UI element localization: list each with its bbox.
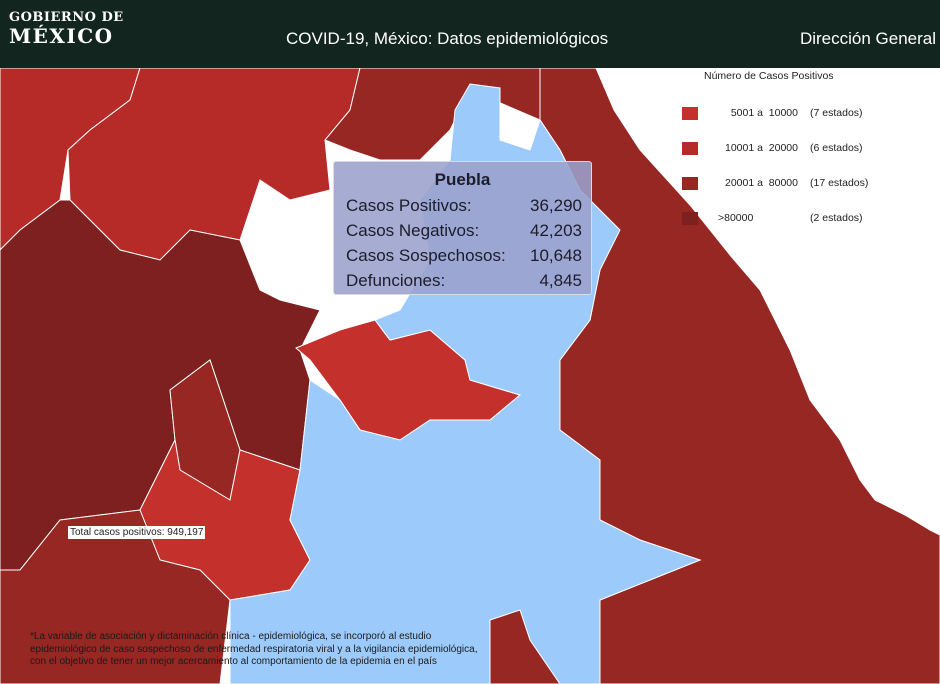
state-guerrero[interactable] — [0, 509, 231, 684]
state-tooltip: Puebla Casos Positivos: 36,290 Casos Neg… — [333, 161, 592, 295]
legend-swatch — [682, 107, 698, 120]
tooltip-row: Casos Positivos: 36,290 — [346, 196, 582, 220]
legend-swatch — [682, 212, 698, 225]
legend-count: (17 estados) — [810, 177, 869, 189]
legend-swatch — [682, 177, 698, 190]
tooltip-value: 4,845 — [539, 271, 582, 290]
logo-line-1: GOBIERNO DE — [9, 10, 124, 25]
tooltip-label: Casos Positivos: — [346, 196, 472, 215]
legend-count: (2 estados) — [810, 212, 863, 224]
footnote: *La variable de asociación y dictaminaci… — [30, 631, 550, 669]
footnote-line: *La variable de asociación y dictaminaci… — [30, 631, 432, 642]
legend-item[interactable]: 5001 a 10000 (7 estados) — [680, 106, 900, 122]
legend-range: 10001 a 20000 — [725, 142, 798, 154]
gobierno-logo[interactable]: GOBIERNO DE MÉXICO — [9, 10, 124, 47]
legend-range: >80000 — [718, 212, 754, 224]
tooltip-label: Casos Sospechosos: — [346, 246, 506, 265]
tooltip-label: Defunciones: — [346, 271, 446, 290]
logo-line-2: MÉXICO — [9, 24, 114, 48]
tooltip-row: Defunciones: 4,845 — [346, 271, 582, 295]
legend-range: 20001 a 80000 — [725, 177, 798, 189]
legend-count: (6 estados) — [810, 142, 863, 154]
tooltip-value: 10,648 — [530, 246, 582, 265]
legend-item[interactable]: >80000 (2 estados) — [680, 211, 900, 227]
tooltip-row: Casos Negativos: 42,203 — [346, 221, 582, 245]
tooltip-value: 36,290 — [530, 196, 582, 215]
tooltip-row: Casos Sospechosos: 10,648 — [346, 246, 582, 270]
legend-swatch — [682, 142, 698, 155]
tooltip-label: Casos Negativos: — [346, 221, 480, 240]
legend-count: (7 estados) — [810, 107, 863, 119]
page-title: COVID-19, México: Datos epidemiológicos — [286, 29, 609, 48]
header-bar: GOBIERNO DE MÉXICO COVID-19, México: Dat… — [0, 0, 940, 68]
tooltip-state-name: Puebla — [434, 170, 491, 189]
footnote-line: epidemiológico de caso sospechoso de enf… — [30, 643, 478, 655]
legend-title: Número de Casos Positivos — [704, 70, 834, 82]
legend-item[interactable]: 20001 a 80000 (17 estados) — [680, 176, 900, 192]
footnote-line: con el objetivo de tener un mejor acerca… — [30, 656, 437, 667]
tooltip-value: 42,203 — [530, 221, 582, 240]
total-positive-label: Total casos positivos: 949,197 — [68, 526, 206, 539]
direccion-general-label: Dirección General — [799, 29, 936, 48]
legend-item[interactable]: 10001 a 20000 (6 estados) — [680, 141, 900, 157]
legend-range: 5001 a 10000 — [730, 107, 798, 119]
state-south-east[interactable] — [489, 609, 561, 684]
